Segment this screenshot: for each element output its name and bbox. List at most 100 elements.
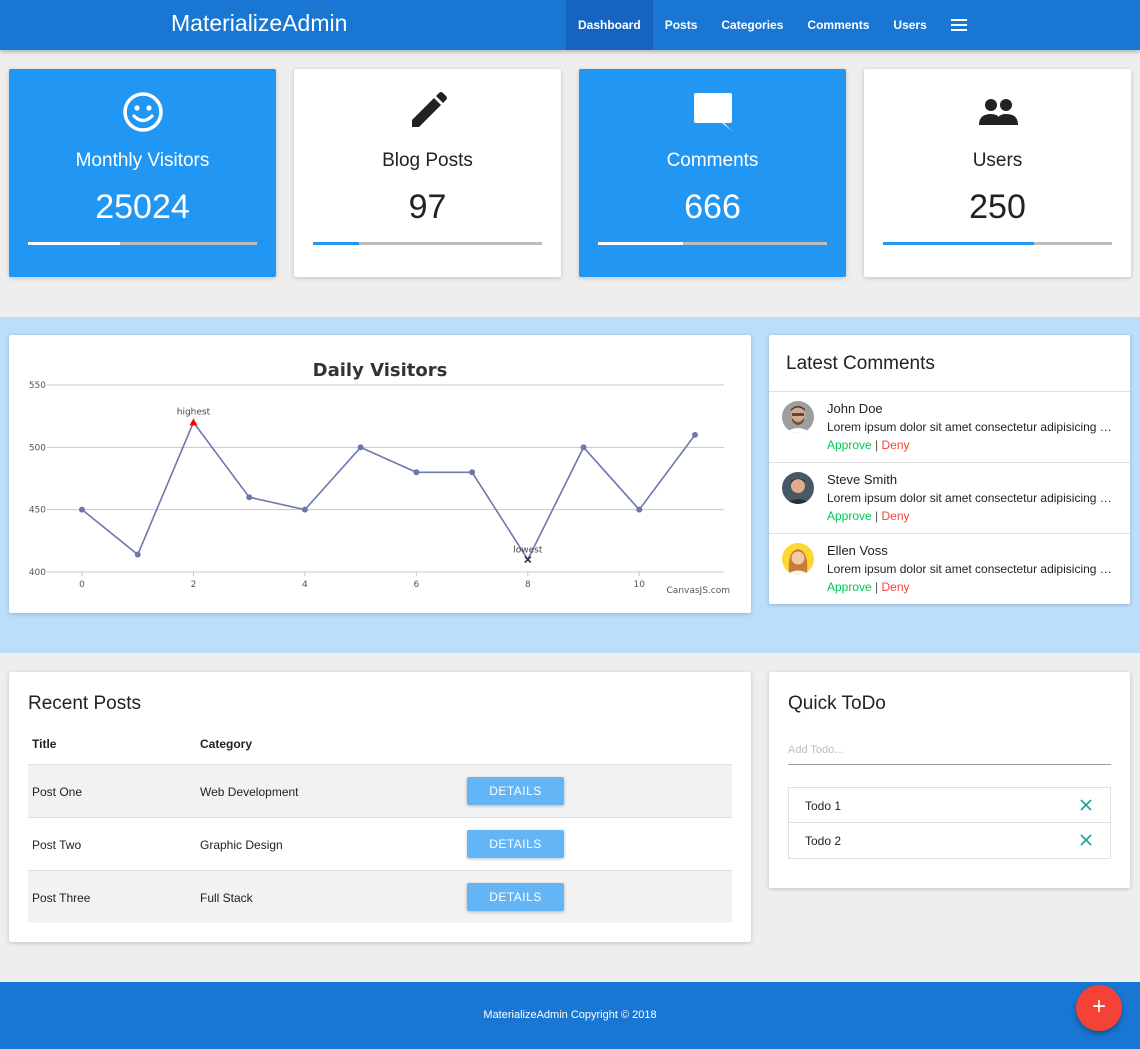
data-point [580,444,587,451]
action-separator: | [875,580,879,594]
todo-text: Todo 1 [805,799,842,813]
x-tick-label: 0 [79,580,85,590]
comment-author: Steve Smith [827,472,898,487]
column-header-category: Category [200,737,253,751]
deny-link[interactable]: Deny [881,438,910,452]
data-point [636,506,643,513]
column-header-title: Title [32,737,57,751]
nav-link-posts[interactable]: Posts [664,18,698,32]
deny-link[interactable]: Deny [881,580,910,594]
add-todo-input[interactable] [788,735,1111,765]
nav-link-comments[interactable]: Comments [807,18,870,32]
table-row: Post Two Graphic Design DETAILS [28,817,732,870]
action-separator: | [875,438,879,452]
x-tick-label: 6 [413,580,419,590]
footer: MaterializeAdmin Copyright © 2018 [0,982,1140,1049]
post-title: Post One [32,785,83,799]
x-tick-label: 4 [302,580,308,590]
stat-progress-bar [598,242,827,245]
stat-value: 250 [969,188,1026,226]
stat-progress-fill [313,242,359,245]
stat-value: 666 [684,188,741,226]
comment-item: Ellen Voss Lorem ipsum dolor sit amet co… [769,534,1130,605]
add-fab-button[interactable]: + [1076,985,1122,1031]
data-point [301,506,308,513]
quick-todo-card: Quick ToDo Todo 1 Todo 2 [769,672,1130,888]
stat-progress-bar [28,242,257,245]
stat-progress-fill [883,242,1035,245]
annotation-label: lowest [513,546,543,556]
stat-label: Blog Posts [382,150,473,171]
avatar [782,543,814,575]
approve-link[interactable]: Approve [827,509,872,523]
data-point [469,469,476,476]
x-tick-label: 8 [525,580,531,590]
data-point [357,444,364,451]
annotation-label: highest [177,407,211,417]
lowest-marker [524,555,532,564]
chart-credit[interactable]: CanvasJS.com [667,586,730,596]
recent-posts-title: Recent Posts [28,693,141,714]
add-icon: + [1091,993,1106,1020]
action-separator: | [875,509,879,523]
nav-link-users[interactable]: Users [893,18,927,32]
details-button[interactable]: DETAILS [467,777,564,805]
comment-actions: Approve | Deny [827,580,910,594]
stat-card-comments: Comments 666 [579,69,846,277]
close-icon[interactable] [1078,797,1094,813]
stat-label: Users [972,150,1023,171]
close-icon[interactable] [1078,832,1094,848]
table-row: Post Three Full Stack DETAILS [28,870,732,923]
pencil-icon [294,91,561,135]
stat-progress-bar [883,242,1112,245]
stat-value: 97 [408,188,447,226]
data-point [79,506,85,513]
approve-link[interactable]: Approve [827,580,872,594]
table-row: Post One Web Development DETAILS [28,764,732,817]
footer-copyright: MaterializeAdmin Copyright © 2018 [483,1009,657,1021]
series-line [81,420,696,562]
x-tick-label: 2 [191,580,197,590]
avatar [782,401,814,433]
stat-progress-fill [598,242,683,245]
todo-text: Todo 2 [805,834,842,848]
top-navbar: MaterializeAdmin Dashboard Posts Categor… [0,0,1140,50]
data-point [692,431,698,438]
daily-visitors-chart-card: Daily Visitors 400 450 500 550 0 2 4 6 8 10 highe… [9,335,751,613]
stat-progress-bar [313,242,542,245]
comment-author: John Doe [827,401,883,416]
deny-link[interactable]: Deny [881,509,910,523]
brand-logo[interactable]: MaterializeAdmin [171,10,348,36]
details-button[interactable]: DETAILS [467,830,564,858]
quick-todo-title: Quick ToDo [788,693,886,714]
nav-link-dashboard[interactable]: Dashboard [566,0,653,50]
nav-link-categories[interactable]: Categories [721,18,784,32]
y-tick-label: 400 [29,568,46,578]
x-tick-label: 10 [634,580,646,590]
todo-item: Todo 1 [789,788,1110,823]
comment-text: Lorem ipsum dolor sit amet consectetur a… [827,562,1117,576]
comments-title: Latest Comments [769,335,1130,392]
stat-card-users: Users 250 [864,69,1131,277]
smiley-icon [9,91,276,135]
nav-links: Dashboard Posts Categories Comments User… [566,0,979,50]
comment-author: Ellen Voss [827,543,888,558]
stat-label: Monthly Visitors [75,150,210,171]
comment-item: Steve Smith Lorem ipsum dolor sit amet c… [769,463,1130,534]
y-tick-label: 500 [29,443,46,453]
daily-visitors-chart: Daily Visitors 400 450 500 550 0 2 4 6 8 10 highe… [29,360,730,596]
data-point [246,494,253,501]
approve-link[interactable]: Approve [827,438,872,452]
chart-title: Daily Visitors [313,360,448,381]
hamburger-menu-icon[interactable] [939,0,979,50]
comment-actions: Approve | Deny [827,509,910,523]
comment-actions: Approve | Deny [827,438,910,452]
data-point [134,551,141,558]
stat-value: 25024 [95,188,190,226]
stat-card-visitors: Monthly Visitors 25024 [9,69,276,277]
details-button[interactable]: DETAILS [467,883,564,911]
recent-posts-card: Recent Posts Title Category Post One Web… [9,672,751,942]
latest-comments-card: Latest Comments John Doe Lorem ipsum dol… [769,335,1130,604]
comment-text: Lorem ipsum dolor sit amet consectetur a… [827,491,1117,505]
post-category: Graphic Design [200,838,283,852]
